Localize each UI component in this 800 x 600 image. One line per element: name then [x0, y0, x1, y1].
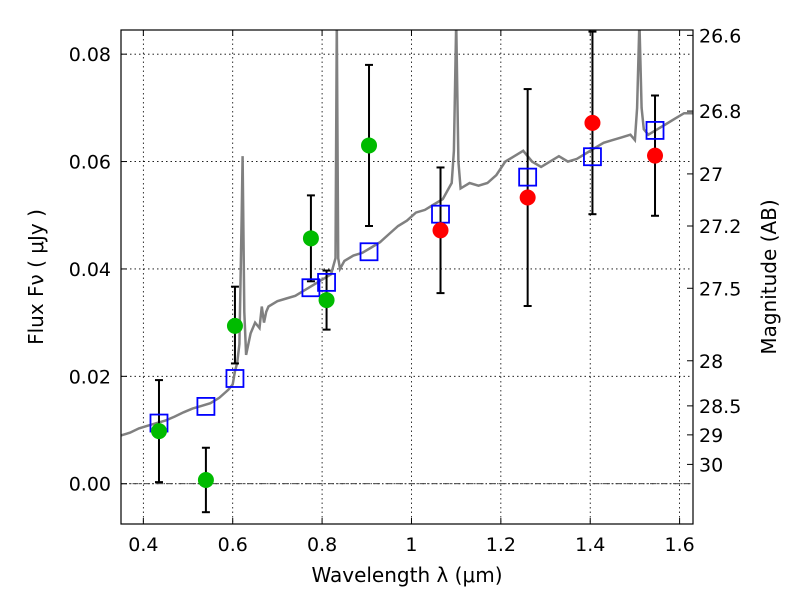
error-bars: [154, 30, 660, 514]
model-photometry-points: [149, 121, 665, 433]
mag-tick-label: 28: [699, 351, 723, 373]
x-tick-label: 0.6: [218, 534, 248, 556]
model-photometry-square: [225, 369, 245, 388]
model-photometry-square: [359, 242, 379, 262]
observed-point: [432, 222, 449, 239]
x-tick-label: 0.8: [307, 534, 337, 556]
x-tick-label: 1.4: [575, 534, 605, 556]
mag-tick-label: 29: [699, 425, 723, 447]
mag-tick-label: 26.8: [699, 101, 741, 123]
model-photometry-square: [301, 278, 321, 298]
observed-point: [519, 189, 536, 206]
y-tick-label: 0.02: [69, 366, 111, 388]
mag-tick-label: 27.5: [699, 278, 741, 300]
model-photometry-square: [196, 397, 216, 416]
observed-point: [584, 114, 601, 131]
model-photometry-square: [518, 167, 538, 187]
mag-tick-label: 30: [699, 454, 723, 476]
y2-axis-label: Magnitude (AB): [757, 199, 781, 354]
mag-tick-label: 28.5: [699, 396, 741, 418]
y-axis-label: Flux Fν ( μJy ): [24, 209, 48, 345]
mag-tick-label: 27: [699, 164, 723, 186]
observed-point: [302, 230, 319, 247]
sed-model-line: [121, 30, 693, 437]
observed-point: [226, 317, 243, 334]
observed-point: [318, 292, 335, 309]
plot-area: [121, 30, 693, 514]
x-tick-label: 1.6: [664, 534, 694, 556]
x-tick-label: 0.4: [128, 534, 158, 556]
model-photometry-square: [645, 121, 665, 140]
observed-points: [150, 114, 664, 488]
y-tick-label: 0.00: [69, 474, 111, 496]
observed-point: [647, 147, 664, 164]
axis-ticks: 0.4 0.6 0.8 1 1.2 1.4 1.6 0.00 0.02 0.04 0.06 0.08 2…: [69, 25, 742, 556]
y-tick-label: 0.04: [69, 259, 111, 281]
mag-tick-label: 27.2: [699, 216, 741, 238]
observed-point: [361, 137, 378, 154]
observed-point: [150, 423, 167, 440]
plot-frame: [120, 29, 694, 525]
y-tick-label: 0.08: [69, 44, 111, 66]
mag-tick-label: 26.6: [699, 25, 741, 47]
x-axis-label: Wavelength λ (μm): [311, 563, 502, 587]
model-photometry-square: [317, 272, 336, 292]
y-tick-label: 0.06: [69, 152, 111, 174]
x-tick-label: 1: [405, 534, 417, 556]
x-tick-label: 1.2: [486, 534, 516, 556]
observed-point: [197, 471, 214, 488]
model-photometry-square: [583, 147, 602, 167]
